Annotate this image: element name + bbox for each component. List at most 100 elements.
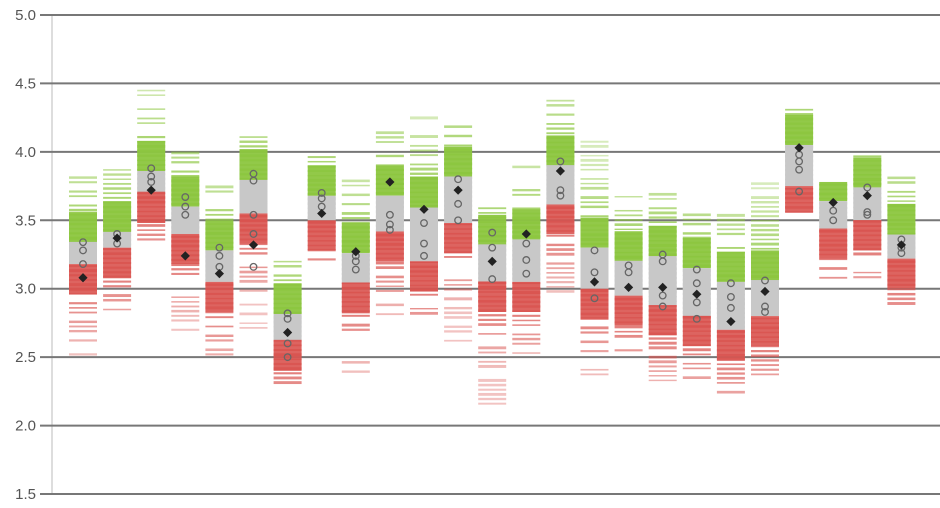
- stripe: [819, 253, 848, 256]
- stripe: [341, 310, 370, 312]
- stripe: [239, 187, 268, 190]
- point-marker: [317, 194, 326, 203]
- stripe: [444, 218, 473, 221]
- mean-marker: [624, 282, 634, 292]
- stripe: [682, 232, 711, 235]
- stripe: [546, 201, 575, 205]
- stripe: [69, 339, 97, 342]
- stripe: [410, 163, 438, 166]
- stripe: [512, 221, 541, 224]
- stripe: [171, 309, 200, 313]
- stripe: [546, 276, 575, 279]
- stripe: [716, 246, 745, 249]
- stripe: [341, 258, 370, 262]
- stripe: [205, 302, 234, 305]
- stripe: [239, 275, 268, 278]
- stripe: [171, 249, 200, 252]
- stripe: [785, 108, 814, 111]
- stripe: [716, 270, 745, 273]
- stripe: [444, 325, 473, 328]
- stripe: [751, 322, 779, 325]
- point-marker: [420, 251, 428, 260]
- stripe: [819, 248, 848, 252]
- stripe: [69, 302, 97, 305]
- stripe: [444, 125, 473, 128]
- stripe: [69, 181, 97, 184]
- stripe: [546, 271, 575, 274]
- stripe: [580, 257, 609, 260]
- mid-band: [171, 206, 200, 234]
- stripe: [580, 275, 609, 278]
- point-marker: [488, 275, 497, 284]
- stripe: [751, 224, 779, 227]
- stripe: [239, 252, 268, 255]
- stripe: [478, 351, 507, 354]
- stripe: [580, 144, 609, 148]
- stripe: [273, 325, 302, 328]
- stripe: [137, 140, 166, 143]
- stripe: [239, 173, 268, 176]
- column-6: [239, 136, 268, 329]
- stripe: [444, 232, 473, 235]
- point-marker: [215, 251, 224, 260]
- stripe: [512, 263, 541, 266]
- stripe: [478, 225, 507, 228]
- stripe: [307, 225, 336, 229]
- stripe: [103, 173, 132, 176]
- stripe: [478, 277, 507, 279]
- stripe: [648, 355, 677, 359]
- y-tick-label: 5.0: [15, 7, 36, 24]
- stripe: [478, 216, 507, 219]
- stripe: [853, 252, 882, 256]
- stripe: [546, 206, 575, 209]
- stripe: [137, 89, 166, 92]
- point-marker: [454, 175, 463, 184]
- stripe: [205, 255, 234, 258]
- column-1: [69, 176, 97, 356]
- stripe: [341, 184, 370, 187]
- stripe: [103, 215, 132, 218]
- point-marker: [454, 216, 463, 225]
- stripe: [273, 372, 302, 375]
- stripe: [580, 233, 609, 237]
- stripe: [69, 320, 97, 324]
- stripe: [171, 230, 200, 234]
- stripe: [341, 240, 370, 243]
- point-marker: [79, 238, 87, 247]
- stripe: [512, 225, 541, 229]
- stripe: [478, 239, 507, 242]
- stripe: [307, 192, 336, 196]
- stripe: [69, 255, 97, 258]
- point-marker: [692, 279, 701, 288]
- column-4: [171, 151, 200, 331]
- point-marker: [249, 230, 258, 238]
- stripe: [171, 268, 200, 271]
- stripe: [819, 225, 848, 228]
- stripe: [103, 178, 132, 180]
- stripe: [410, 149, 438, 152]
- stripe: [171, 314, 200, 317]
- stripe: [682, 367, 711, 370]
- stripe: [239, 219, 268, 223]
- stripe: [375, 275, 404, 279]
- stripe: [205, 185, 234, 189]
- stripe: [341, 235, 370, 238]
- stripe: [341, 217, 370, 220]
- point-marker: [385, 225, 394, 234]
- stripe: [580, 215, 609, 218]
- stripe: [580, 201, 609, 204]
- stripe: [375, 248, 404, 251]
- column-12: [444, 125, 473, 342]
- stripe: [614, 223, 643, 226]
- stripe: [682, 222, 711, 226]
- stripe: [137, 108, 166, 110]
- point-marker: [420, 219, 428, 227]
- stripe: [546, 220, 575, 223]
- point-marker: [454, 199, 463, 208]
- stripe: [171, 272, 200, 275]
- stripe: [853, 248, 882, 251]
- stripe: [546, 123, 575, 125]
- stripe: [785, 131, 814, 135]
- stripe: [137, 145, 166, 148]
- stripe: [751, 303, 779, 306]
